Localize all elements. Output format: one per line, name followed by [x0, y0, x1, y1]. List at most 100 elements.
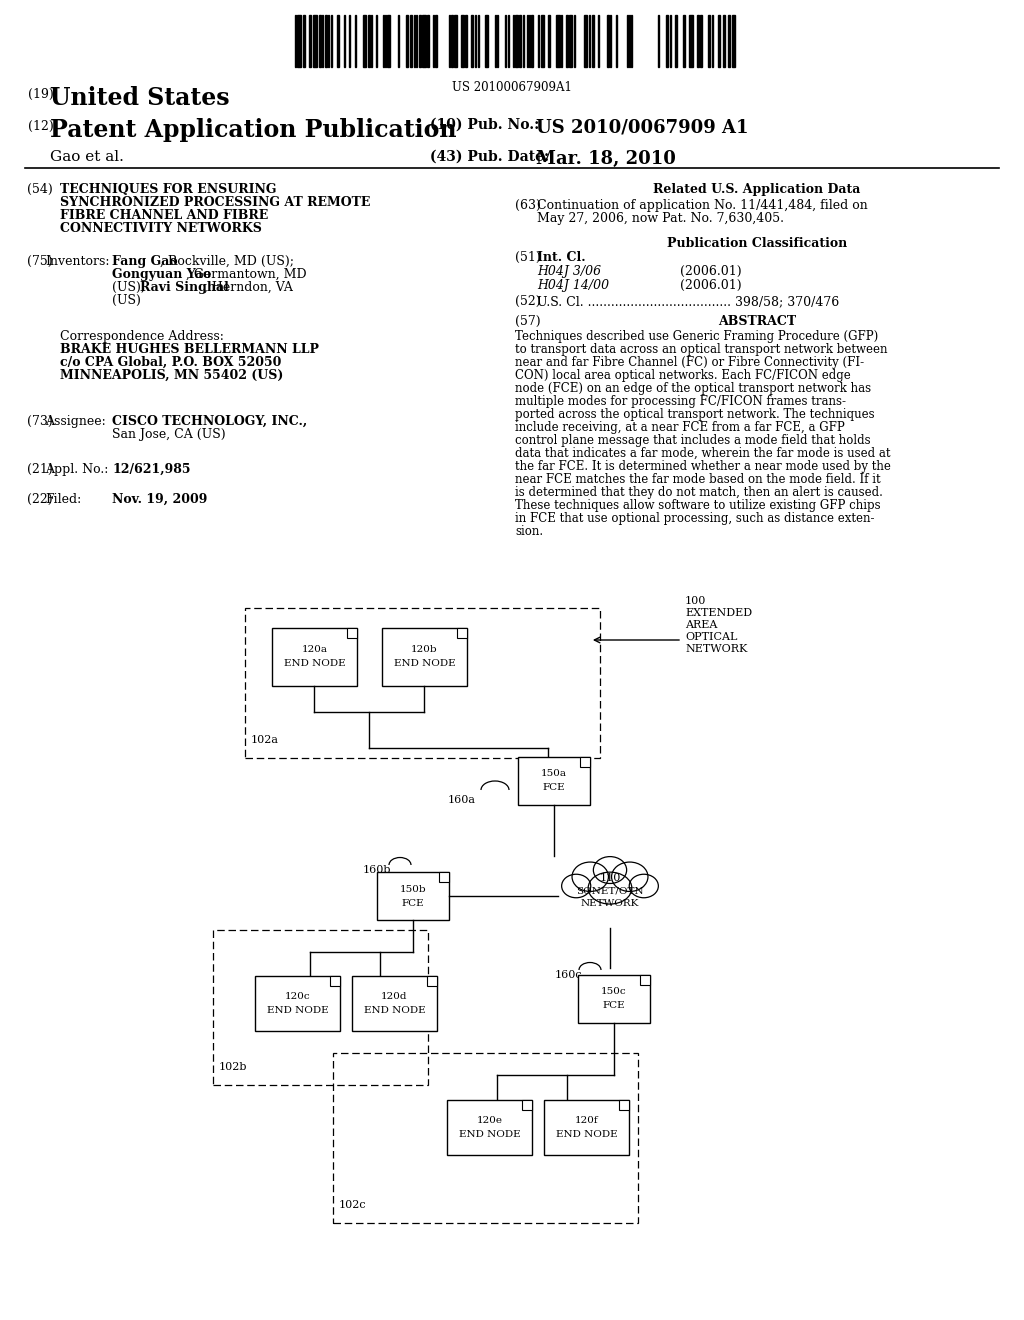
Text: 150c: 150c: [601, 987, 627, 997]
Text: (2006.01): (2006.01): [680, 279, 741, 292]
Text: 120a: 120a: [301, 645, 328, 655]
Bar: [518, 756, 590, 805]
Bar: [640, 975, 650, 985]
Text: Nov. 19, 2009: Nov. 19, 2009: [112, 492, 208, 506]
Text: near and far Fibre Channel (FC) or Fibre Connectivity (FI-: near and far Fibre Channel (FC) or Fibre…: [515, 356, 864, 370]
Text: AREA: AREA: [685, 620, 718, 630]
Text: H04J 3/06: H04J 3/06: [537, 265, 601, 279]
Bar: [422, 15, 426, 67]
Text: US 2010/0067909 A1: US 2010/0067909 A1: [536, 117, 749, 136]
Text: 120b: 120b: [412, 645, 438, 655]
Text: (54): (54): [27, 183, 53, 195]
Text: ABSTRACT: ABSTRACT: [718, 315, 796, 327]
Text: to transport data across an optical transport network between: to transport data across an optical tran…: [515, 343, 888, 356]
Text: Patent Application Publication: Patent Application Publication: [50, 117, 457, 143]
Text: May 27, 2006, now Pat. No. 7,630,405.: May 27, 2006, now Pat. No. 7,630,405.: [537, 213, 784, 224]
Text: END NODE: END NODE: [364, 1006, 425, 1015]
Bar: [471, 15, 473, 67]
Text: 102a: 102a: [251, 735, 279, 744]
Text: (22): (22): [27, 492, 52, 506]
Bar: [410, 15, 412, 67]
Bar: [718, 15, 720, 67]
Text: Correspondence Address:: Correspondence Address:: [60, 330, 224, 343]
Text: (21): (21): [27, 463, 53, 477]
Bar: [297, 15, 301, 67]
Text: , Germantown, MD: , Germantown, MD: [186, 268, 306, 281]
Text: Int. Cl.: Int. Cl.: [537, 251, 586, 264]
Text: (52): (52): [515, 294, 541, 308]
Text: 150a: 150a: [541, 770, 567, 779]
Text: FCE: FCE: [543, 784, 565, 792]
Bar: [544, 1100, 629, 1155]
Text: (63): (63): [515, 199, 541, 213]
Text: (2006.01): (2006.01): [680, 265, 741, 279]
Bar: [732, 15, 735, 67]
Text: END NODE: END NODE: [284, 660, 345, 668]
Text: 102c: 102c: [339, 1200, 367, 1210]
Text: near FCE matches the far mode based on the mode field. If it: near FCE matches the far mode based on t…: [515, 473, 881, 486]
Text: 110: 110: [599, 873, 621, 883]
Ellipse shape: [572, 862, 608, 891]
Text: These techniques allow software to utilize existing GFP chips: These techniques allow software to utili…: [515, 499, 881, 512]
Bar: [435, 15, 437, 67]
Bar: [272, 628, 357, 686]
Text: (US): (US): [112, 294, 141, 308]
Text: is determined that they do not match, then an alert is caused.: is determined that they do not match, th…: [515, 486, 883, 499]
Bar: [337, 15, 339, 67]
Text: c/o CPA Global, P.O. BOX 52050: c/o CPA Global, P.O. BOX 52050: [60, 356, 282, 370]
Text: (19): (19): [28, 88, 53, 102]
Text: US 20100067909A1: US 20100067909A1: [452, 81, 572, 94]
Text: Appl. No.:: Appl. No.:: [45, 463, 109, 477]
Text: FCE: FCE: [401, 899, 424, 908]
Bar: [333, 1053, 638, 1224]
Ellipse shape: [588, 873, 632, 904]
Text: 160c: 160c: [555, 970, 583, 979]
Bar: [245, 609, 600, 758]
Text: CON) local area optical networks. Each FC/FICON edge: CON) local area optical networks. Each F…: [515, 370, 851, 381]
Ellipse shape: [593, 857, 627, 883]
Bar: [313, 15, 317, 67]
Text: Mar. 18, 2010: Mar. 18, 2010: [536, 150, 676, 168]
Text: SYNCHRONIZED PROCESSING AT REMOTE: SYNCHRONIZED PROCESSING AT REMOTE: [60, 195, 371, 209]
Text: (73): (73): [27, 414, 53, 428]
Text: TECHNIQUES FOR ENSURING: TECHNIQUES FOR ENSURING: [60, 183, 276, 195]
Bar: [723, 15, 725, 67]
Text: control plane message that includes a mode field that holds: control plane message that includes a mo…: [515, 434, 870, 447]
Text: , Rockville, MD (US);: , Rockville, MD (US);: [160, 255, 294, 268]
Ellipse shape: [561, 874, 591, 898]
Bar: [728, 15, 730, 67]
Text: Gongyuan Yao: Gongyuan Yao: [112, 268, 211, 281]
Text: OPTICAL: OPTICAL: [685, 632, 737, 642]
Bar: [584, 15, 587, 67]
Text: NETWORK: NETWORK: [685, 644, 748, 653]
Text: include receiving, at a near FCE from a far FCE, a GFP: include receiving, at a near FCE from a …: [515, 421, 845, 434]
Text: 12/621,985: 12/621,985: [112, 463, 190, 477]
Text: ported across the optical transport network. The techniques: ported across the optical transport netw…: [515, 408, 874, 421]
Text: FCE: FCE: [603, 1002, 626, 1011]
Text: Assignee:: Assignee:: [45, 414, 105, 428]
Bar: [362, 15, 366, 67]
Text: FIBRE CHANNEL AND FIBRE: FIBRE CHANNEL AND FIBRE: [60, 209, 268, 222]
Bar: [461, 15, 464, 67]
Bar: [382, 628, 467, 686]
Text: Continuation of application No. 11/441,484, filed on: Continuation of application No. 11/441,4…: [537, 199, 867, 213]
Text: 102b: 102b: [219, 1063, 248, 1072]
Text: 120d: 120d: [381, 993, 408, 1001]
Text: data that indicates a far mode, wherein the far mode is used at: data that indicates a far mode, wherein …: [515, 447, 891, 459]
Bar: [368, 15, 370, 67]
Text: 120f: 120f: [574, 1115, 598, 1125]
Text: Inventors:: Inventors:: [45, 255, 110, 268]
Text: END NODE: END NODE: [459, 1130, 520, 1139]
Bar: [675, 15, 677, 67]
Text: node (FCE) on an edge of the optical transport network has: node (FCE) on an edge of the optical tra…: [515, 381, 871, 395]
Text: multiple modes for processing FC/FICON frames trans-: multiple modes for processing FC/FICON f…: [515, 395, 846, 408]
Text: (57): (57): [515, 315, 541, 327]
Text: NETWORK: NETWORK: [581, 899, 639, 908]
Bar: [683, 15, 685, 67]
Bar: [519, 15, 521, 67]
Bar: [387, 15, 390, 67]
Text: United States: United States: [50, 86, 229, 110]
Bar: [548, 15, 550, 67]
Text: the far FCE. It is determined whether a near mode used by the: the far FCE. It is determined whether a …: [515, 459, 891, 473]
Text: H04J 14/00: H04J 14/00: [537, 279, 609, 292]
